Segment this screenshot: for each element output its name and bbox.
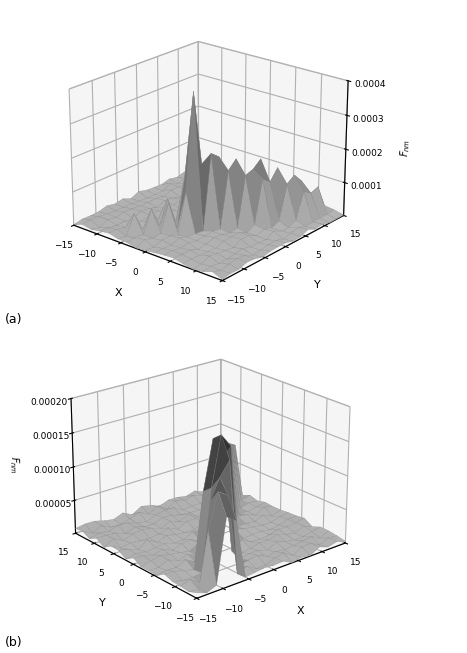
- Y-axis label: Y: Y: [99, 598, 105, 608]
- Text: (a): (a): [5, 313, 22, 326]
- Y-axis label: Y: Y: [314, 280, 321, 291]
- Text: (b): (b): [5, 637, 22, 650]
- X-axis label: X: X: [114, 288, 122, 298]
- X-axis label: X: X: [297, 606, 304, 616]
